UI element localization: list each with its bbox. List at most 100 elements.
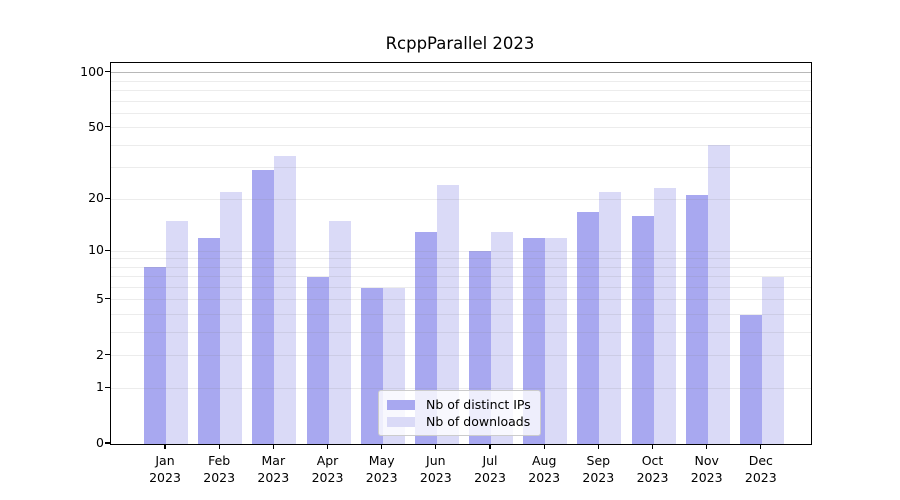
y-tick-label-1: 1 xyxy=(96,379,104,395)
x-tick-month: Apr xyxy=(316,453,339,468)
x-tick-nov xyxy=(706,444,708,450)
y-tick-label-5: 5 xyxy=(96,290,104,306)
plot-area xyxy=(110,62,812,445)
x-tick-month: Sep xyxy=(586,453,611,468)
y-tick-label-0: 0 xyxy=(96,435,104,450)
x-tick-month: Aug xyxy=(531,453,557,468)
x-tick-month: Jan xyxy=(155,453,175,468)
y-tick-50 xyxy=(105,126,110,128)
y-tick-100 xyxy=(105,71,110,73)
legend-entry-downloads: Nb of downloads xyxy=(387,413,531,430)
legend-swatch-distinct-ips xyxy=(387,399,415,410)
bar-downloads-jan xyxy=(166,221,188,444)
bar-downloads-feb xyxy=(220,191,243,444)
x-tick-label-feb: Feb 2023 xyxy=(187,452,251,486)
bar-downloads-sep xyxy=(599,191,622,444)
legend-label-distinct-ips: Nb of distinct IPs xyxy=(426,397,531,412)
bar-distinct-ips-jan xyxy=(144,267,166,444)
x-tick-label-mar: Mar 2023 xyxy=(241,452,305,486)
bar-downloads-jun xyxy=(436,185,459,444)
x-tick-label-oct: Oct 2023 xyxy=(621,452,685,486)
x-tick-year: 2023 xyxy=(203,470,236,485)
y-tick-label-10: 10 xyxy=(88,242,104,258)
x-tick-label-sep: Sep 2023 xyxy=(566,452,630,486)
gridline-minor-90 xyxy=(111,80,811,82)
x-tick-label-jun: Jun 2023 xyxy=(404,452,468,486)
x-tick-oct xyxy=(651,444,654,450)
y-tick-1 xyxy=(105,386,110,388)
gridline-minor-60 xyxy=(111,112,811,114)
y-tick-20 xyxy=(105,197,110,199)
bar-downloads-dec xyxy=(761,276,784,444)
bar-distinct-ips-nov xyxy=(685,195,708,444)
legend-label-downloads: Nb of downloads xyxy=(426,414,531,429)
gridline-minor-50 xyxy=(111,127,811,129)
x-tick-year: 2023 xyxy=(257,470,290,485)
x-tick-label-may: May 2023 xyxy=(350,452,414,486)
x-tick-label-aug: Aug 2023 xyxy=(512,452,576,486)
x-tick-month: Oct xyxy=(641,453,664,468)
x-tick-mar xyxy=(272,444,274,450)
gridline-minor-70 xyxy=(111,100,811,102)
x-tick-year: 2023 xyxy=(474,470,506,485)
y-tick-label-100: 100 xyxy=(80,63,104,79)
x-tick-month: Jul xyxy=(482,453,498,468)
x-tick-year: 2023 xyxy=(365,470,398,485)
bar-distinct-ips-mar xyxy=(252,170,275,444)
x-tick-year: 2023 xyxy=(744,470,777,485)
x-tick-jun xyxy=(435,444,437,450)
bar-distinct-ips-may xyxy=(360,287,383,444)
x-tick-month: Feb xyxy=(208,453,231,468)
x-tick-may xyxy=(381,444,383,450)
y-tick-2 xyxy=(105,354,110,356)
y-tick-10 xyxy=(105,249,110,251)
bar-downloads-nov xyxy=(707,145,730,444)
x-tick-month: Mar xyxy=(261,453,286,468)
x-tick-label-jul: Jul 2023 xyxy=(458,452,522,486)
legend-swatch-downloads xyxy=(387,416,415,427)
x-tick-jul xyxy=(489,444,491,450)
x-tick-month: Nov xyxy=(694,453,719,468)
x-tick-month: May xyxy=(368,453,395,468)
bar-downloads-mar xyxy=(274,155,297,444)
x-tick-year: 2023 xyxy=(690,470,723,485)
chart-title: RcppParallel 2023 xyxy=(385,34,535,53)
bar-downloads-apr xyxy=(328,221,351,444)
y-tick-0 xyxy=(105,442,110,444)
bar-distinct-ips-apr xyxy=(306,276,329,444)
y-tick-label-2: 2 xyxy=(96,346,104,362)
x-tick-month: Dec xyxy=(748,453,773,468)
y-tick-label-20: 20 xyxy=(88,190,104,206)
x-tick-year: 2023 xyxy=(582,470,615,485)
x-tick-label-jan: Jan 2023 xyxy=(133,452,197,486)
x-tick-month: Jun xyxy=(426,453,446,468)
gridline-minor-30 xyxy=(111,167,811,169)
bar-downloads-oct xyxy=(653,188,676,444)
x-tick-label-apr: Apr 2023 xyxy=(296,452,360,486)
y-tick-5 xyxy=(105,298,110,300)
bar-downloads-aug xyxy=(545,237,568,444)
x-tick-aug xyxy=(543,444,545,450)
gridline-major-100 xyxy=(111,72,811,74)
x-tick-feb xyxy=(218,444,220,450)
x-tick-year: 2023 xyxy=(311,470,344,485)
x-tick-dec xyxy=(760,444,762,450)
legend-entry-distinct-ips: Nb of distinct IPs xyxy=(387,396,531,413)
x-tick-year: 2023 xyxy=(419,470,452,485)
bar-distinct-ips-oct xyxy=(631,216,654,444)
x-tick-year: 2023 xyxy=(636,470,669,485)
bar-distinct-ips-feb xyxy=(198,237,221,444)
gridline-minor-40 xyxy=(111,144,811,146)
gridline-minor-80 xyxy=(111,90,811,91)
legend: Nb of distinct IPs Nb of downloads xyxy=(378,390,541,436)
y-tick-label-50: 50 xyxy=(88,118,104,134)
x-tick-sep xyxy=(597,444,599,450)
x-tick-apr xyxy=(326,444,329,450)
bar-distinct-ips-dec xyxy=(739,314,762,444)
x-tick-year: 2023 xyxy=(528,470,561,485)
x-tick-label-dec: Dec 2023 xyxy=(729,452,793,486)
x-tick-label-nov: Nov 2023 xyxy=(675,452,739,486)
x-tick-jan xyxy=(164,444,166,450)
x-tick-year: 2023 xyxy=(149,470,181,485)
